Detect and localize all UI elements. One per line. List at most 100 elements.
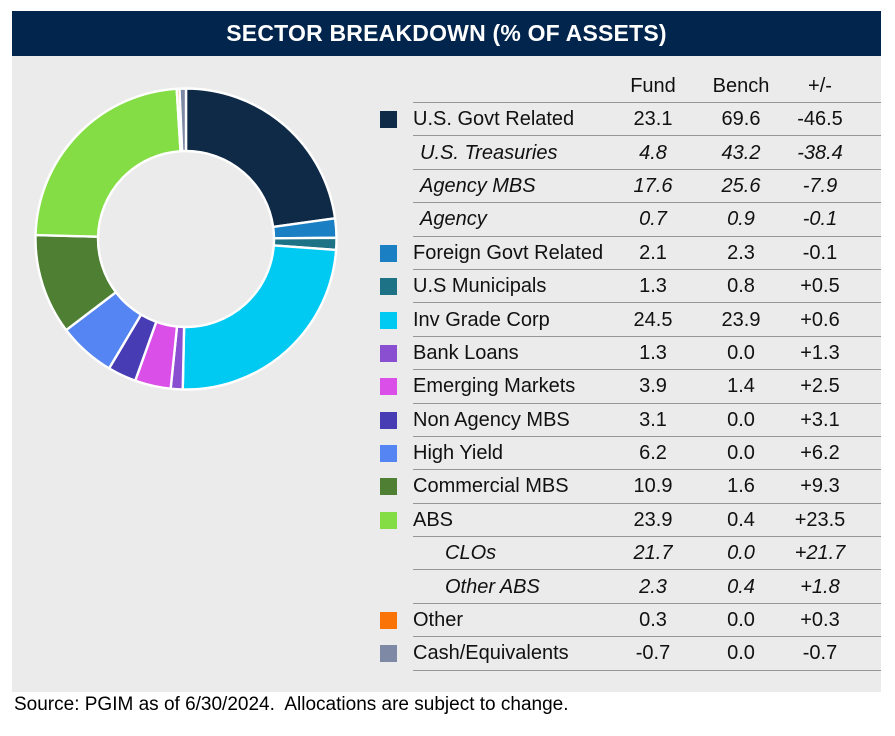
legend-swatch: [380, 478, 413, 496]
legend-swatch-square: [380, 378, 397, 396]
donut-slice-u-s-govt-related: [184, 87, 337, 229]
table-row: Foreign Govt Related 2.1 2.3 -0.1: [380, 237, 881, 271]
fund-value: 3.9: [639, 375, 667, 398]
row-label: Inv Grade Corp: [413, 308, 550, 331]
row-label: ABS: [413, 508, 454, 531]
legend-swatch-square: [380, 311, 397, 329]
legend-swatch-square: [380, 111, 397, 129]
diff-value: -38.4: [797, 141, 843, 164]
legend-swatch-square: [380, 612, 397, 630]
legend-swatch-square: [380, 478, 397, 496]
legend-swatch-square: [380, 411, 397, 429]
bench-value: 0.0: [727, 642, 755, 665]
diff-value: +6.2: [800, 442, 840, 465]
diff-value: +9.3: [800, 475, 840, 498]
row-label: High Yield: [413, 442, 504, 465]
row-label: Foreign Govt Related: [413, 241, 604, 264]
diff-value: +3.1: [800, 408, 840, 431]
fund-value: 3.1: [639, 408, 667, 431]
legend-swatch: [380, 244, 413, 262]
fund-value: 2.1: [639, 241, 667, 264]
table-row: Other ABS 2.3 0.4 +1.8: [380, 570, 881, 605]
bench-value: 0.8: [727, 275, 755, 298]
bench-value: 43.2: [721, 141, 761, 164]
legend-swatch: [380, 344, 413, 362]
legend-swatch: [380, 111, 413, 129]
col-header-diff: +/-: [808, 75, 832, 97]
sector-breakdown-card: SECTOR BREAKDOWN (% OF ASSETS) Fund Benc…: [12, 11, 881, 692]
fund-value: 6.2: [639, 442, 667, 465]
bench-value: 0.0: [727, 341, 755, 364]
diff-value: -7.9: [802, 174, 838, 197]
legend-swatch-square: [380, 344, 397, 362]
fund-value: 10.9: [633, 475, 673, 498]
bench-value: 0.9: [727, 208, 755, 231]
fund-value: 17.6: [633, 174, 673, 197]
table-row: Non Agency MBS 3.1 0.0 +3.1: [380, 404, 881, 438]
bench-value: 25.6: [721, 174, 761, 197]
table-row: ABS 23.9 0.4 +23.5: [380, 504, 881, 538]
bench-value: 23.9: [721, 308, 761, 331]
table-row: High Yield 6.2 0.0 +6.2: [380, 437, 881, 471]
table-row: Agency MBS 17.6 25.6 -7.9: [380, 170, 881, 204]
fund-value: -0.7: [635, 642, 671, 665]
diff-value: +2.5: [800, 375, 840, 398]
legend-swatch-square: [380, 244, 397, 262]
diff-value: +0.3: [800, 609, 840, 632]
row-label: U.S. Treasuries: [420, 141, 558, 164]
table-row: Inv Grade Corp 24.5 23.9 +0.6: [380, 303, 881, 338]
table-row: CLOs 21.7 0.0 +21.7: [380, 537, 881, 571]
card-title: SECTOR BREAKDOWN (% OF ASSETS): [226, 20, 667, 46]
diff-value: +1.3: [800, 341, 840, 364]
legend-swatch: [380, 645, 413, 663]
fund-value: 4.8: [639, 141, 667, 164]
row-label: Agency MBS: [420, 174, 536, 197]
table-row: U.S. Treasuries 4.8 43.2 -38.4: [380, 136, 881, 171]
row-label: Emerging Markets: [413, 375, 576, 398]
fund-value: 21.7: [633, 542, 673, 565]
legend-swatch-square: [380, 645, 397, 663]
legend-swatch-square: [380, 445, 397, 463]
diff-value: +0.6: [800, 308, 840, 331]
col-header-bench: Bench: [712, 75, 770, 97]
diff-value: -0.7: [802, 642, 838, 665]
fund-value: 23.9: [633, 508, 673, 531]
row-label: Other: [413, 609, 464, 632]
table-body: U.S. Govt Related 23.1 69.6 -46.5 U.S. Treas…: [380, 103, 881, 672]
diff-value: +23.5: [794, 508, 846, 531]
fund-value: 2.3: [639, 575, 667, 598]
bench-value: 0.0: [727, 542, 755, 565]
sector-table: Fund Bench +/- U.S. Govt Related 23.1 69.6…: [380, 70, 881, 672]
bench-value: 2.3: [727, 241, 755, 264]
diff-value: +21.7: [794, 542, 846, 565]
sector-donut-chart: [34, 87, 338, 391]
legend-swatch: [380, 311, 413, 329]
bench-value: 0.0: [727, 609, 755, 632]
source-note: Source: PGIM as of 6/30/2024. Allocation…: [14, 694, 569, 715]
legend-swatch: [380, 378, 413, 396]
table-row: Cash/Equivalents -0.7 0.0 -0.7: [380, 637, 881, 672]
row-label: Commercial MBS: [413, 475, 569, 498]
table-row: Bank Loans 1.3 0.0 +1.3: [380, 337, 881, 371]
fund-value: 0.7: [639, 208, 667, 231]
table-row: Commercial MBS 10.9 1.6 +9.3: [380, 470, 881, 505]
diff-value: -46.5: [797, 108, 843, 131]
legend-swatch: [380, 612, 413, 630]
bench-value: 0.4: [727, 508, 755, 531]
bench-value: 69.6: [721, 108, 761, 131]
diff-value: -0.1: [802, 208, 838, 231]
row-label: U.S. Govt Related: [413, 108, 575, 131]
row-label: Bank Loans: [413, 341, 519, 364]
table-header-row: Fund Bench +/-: [380, 70, 881, 103]
fund-value: 0.3: [639, 609, 667, 632]
legend-swatch: [380, 445, 413, 463]
col-header-fund: Fund: [630, 75, 676, 97]
bench-value: 0.0: [727, 442, 755, 465]
fund-value: 24.5: [633, 308, 673, 331]
row-label: Cash/Equivalents: [413, 642, 569, 665]
diff-value: -0.1: [802, 241, 838, 264]
row-label: Agency: [420, 208, 487, 231]
bench-value: 0.0: [727, 408, 755, 431]
legend-swatch: [380, 278, 413, 296]
